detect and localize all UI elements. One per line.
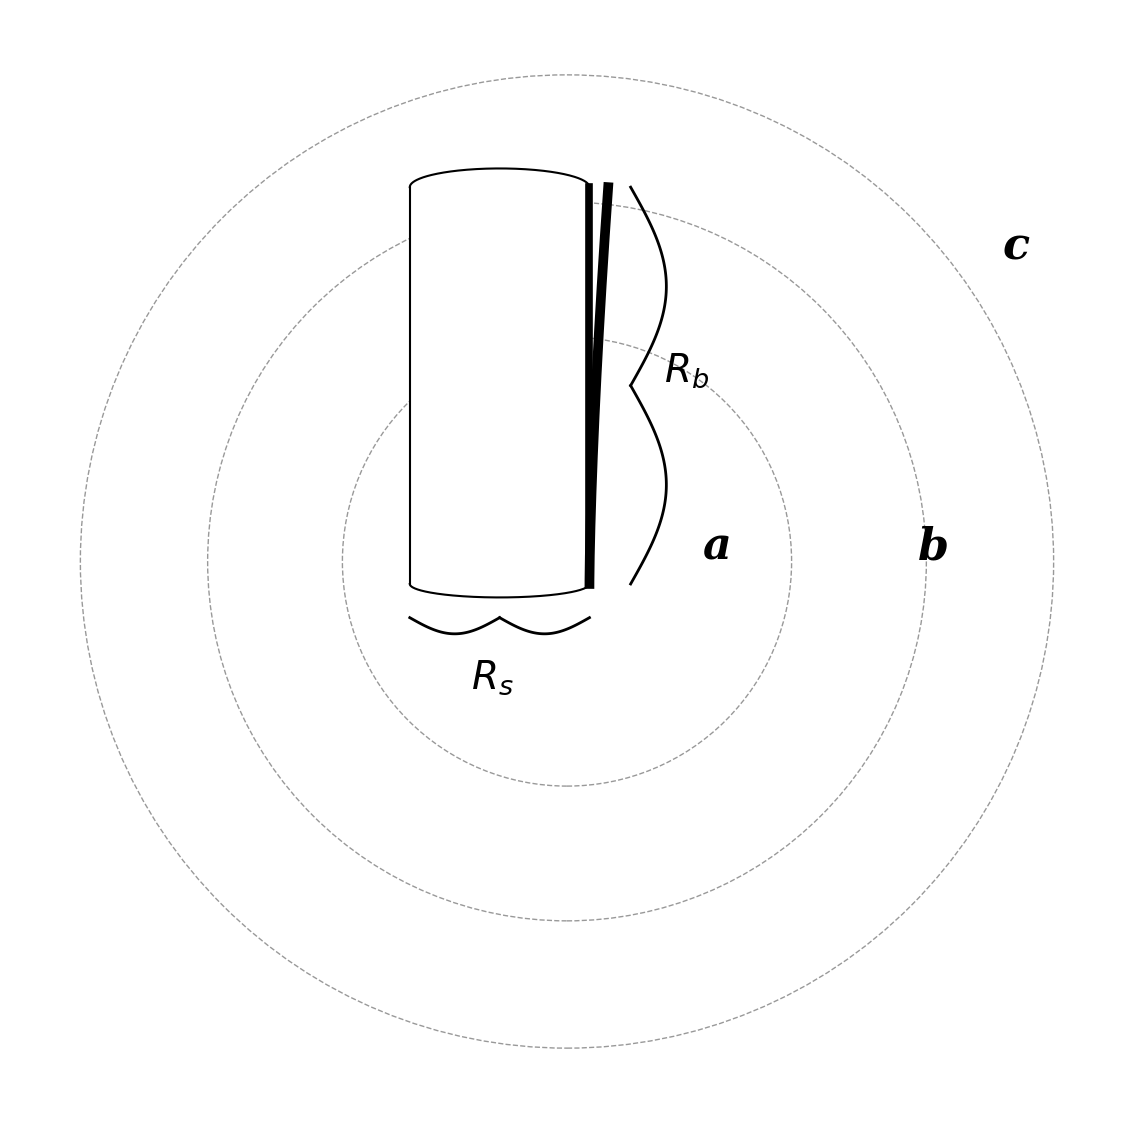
Text: $R_b$: $R_b$ bbox=[665, 351, 710, 390]
Polygon shape bbox=[409, 168, 590, 597]
Text: b: b bbox=[919, 526, 949, 568]
Text: $R_s$: $R_s$ bbox=[471, 659, 514, 697]
Text: a: a bbox=[702, 526, 731, 568]
Text: c: c bbox=[1002, 226, 1030, 268]
